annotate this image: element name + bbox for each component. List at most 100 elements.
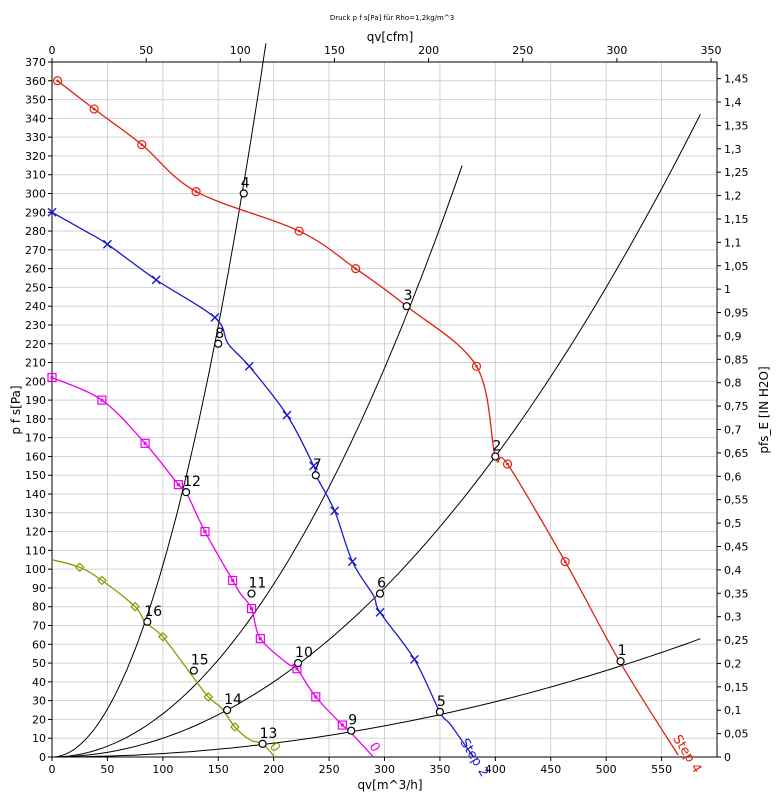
y-tick-label: 60 bbox=[32, 638, 46, 651]
y-tick-label: 180 bbox=[25, 413, 46, 426]
operating-point-label-2: 2 bbox=[492, 438, 501, 454]
fan-curve-0-marker bbox=[52, 76, 63, 86]
y2-tick-label: 1,2 bbox=[724, 190, 742, 203]
fan-curve-2-marker-dot bbox=[100, 398, 104, 402]
operating-point-label-9: 9 bbox=[348, 713, 357, 729]
fan-curve-0-marker bbox=[471, 361, 482, 371]
fan-curve-1-marker bbox=[102, 239, 112, 249]
operating-point-label-1: 1 bbox=[618, 643, 627, 659]
y2-tick-label: 1,4 bbox=[724, 96, 742, 109]
x-tick-label: 200 bbox=[263, 763, 284, 776]
fan-curve-1-marker bbox=[309, 461, 319, 471]
fan-curve-1-marker bbox=[347, 557, 357, 567]
y-tick-label: 120 bbox=[25, 526, 46, 539]
fan-curve-0-marker-dot bbox=[297, 229, 301, 233]
y-tick-label: 320 bbox=[25, 150, 46, 163]
fan-curve-0-marker-dot bbox=[56, 79, 59, 83]
y2-tick-label: 0,1 bbox=[724, 704, 742, 717]
x2-axis-title: qv[cfm] bbox=[367, 30, 414, 44]
y-tick-label: 300 bbox=[25, 187, 46, 200]
fan-curve-2-marker-dot bbox=[176, 483, 180, 487]
y-tick-label: 170 bbox=[25, 432, 46, 445]
fan-curve-0-marker-dot bbox=[194, 190, 198, 193]
x2-tick-label: 50 bbox=[139, 44, 153, 57]
fan-curve-0-marker bbox=[89, 104, 99, 114]
y-tick-label: 360 bbox=[25, 75, 46, 88]
y-tick-label: 80 bbox=[32, 601, 46, 614]
x2-tick-label: 350 bbox=[701, 44, 722, 57]
y-tick-label: 340 bbox=[25, 112, 46, 125]
operating-point-12 bbox=[182, 488, 191, 497]
curve-2-6-10-14 bbox=[51, 113, 701, 758]
curve-3-7-11-15 bbox=[51, 165, 463, 758]
y2-tick-label: 0,6 bbox=[724, 470, 742, 483]
y2-tick-label: 0,95 bbox=[724, 307, 749, 320]
fan-curve-2-marker-dot bbox=[250, 607, 253, 611]
fan-curve-2 bbox=[51, 377, 374, 758]
y-tick-label: 20 bbox=[32, 713, 46, 726]
operating-point-label-10: 10 bbox=[295, 645, 313, 661]
fan-curve-2-marker-dot bbox=[50, 376, 54, 380]
y-tick-label: 0 bbox=[39, 751, 46, 764]
y2-tick-label: 0,3 bbox=[724, 611, 742, 624]
fan-curve-3-marker bbox=[130, 601, 140, 612]
x2-tick-label: 150 bbox=[324, 44, 345, 57]
y2-tick-label: 0,9 bbox=[724, 330, 742, 343]
system-curves bbox=[51, 43, 701, 758]
operating-point-5 bbox=[435, 707, 445, 717]
y2-tick-label: 0,8 bbox=[724, 377, 742, 390]
fan-curve-3-marker bbox=[74, 562, 85, 573]
operating-point-7 bbox=[311, 471, 320, 480]
y-tick-label: 280 bbox=[25, 225, 46, 238]
y2-tick-label: 0,7 bbox=[724, 424, 742, 437]
x-tick-label: 400 bbox=[485, 763, 506, 776]
fan-curve-3-marker bbox=[97, 575, 107, 586]
fan-curve-2-marker bbox=[200, 526, 210, 537]
operating-point-label-11: 11 bbox=[249, 576, 267, 592]
operating-point-10 bbox=[293, 658, 303, 668]
operating-point-label-7: 7 bbox=[313, 457, 322, 473]
operating-point-2 bbox=[491, 452, 500, 461]
x2-tick-label: 200 bbox=[418, 44, 439, 57]
x2-tick-label: 0 bbox=[49, 44, 56, 57]
y-tick-label: 370 bbox=[25, 56, 46, 69]
curve-1-5-9-13 bbox=[52, 638, 701, 758]
x2-tick-label: 300 bbox=[606, 44, 627, 57]
operating-point-label-3: 3 bbox=[404, 288, 413, 304]
fan-curve-0 bbox=[57, 80, 679, 756]
fan-curve-0-marker bbox=[502, 459, 513, 469]
y-tick-label: 330 bbox=[25, 131, 46, 144]
fan-curve-0-marker bbox=[560, 557, 570, 567]
y2-tick-label: 0,65 bbox=[724, 447, 749, 460]
x-tick-label: 50 bbox=[100, 763, 114, 776]
y2-tick-label: 0 bbox=[724, 751, 731, 764]
chart-title: Druck p f s[Pa] für Rho=1,2kg/m^3 bbox=[330, 14, 454, 22]
operating-point-6 bbox=[375, 589, 385, 598]
fan-curve-2-marker-dot bbox=[340, 723, 344, 727]
fan-curve-0-marker bbox=[351, 264, 361, 274]
fan-curve-0-marker bbox=[294, 226, 304, 236]
fan-curve-2-marker-dot bbox=[143, 441, 147, 445]
fan-curve-2-marker-dot bbox=[314, 695, 318, 699]
y-tick-label: 270 bbox=[25, 244, 46, 257]
y-tick-label: 100 bbox=[25, 563, 46, 576]
x-tick-label: 500 bbox=[596, 763, 617, 776]
y2-tick-label: 0,15 bbox=[724, 681, 749, 694]
operating-point-4 bbox=[239, 189, 248, 198]
operating-point-label-4: 4 bbox=[241, 175, 250, 191]
fan-curve-2-marker-dot bbox=[295, 667, 299, 671]
y2-axis-title: pfs_E [IN H2O] bbox=[757, 366, 771, 453]
fan-curve-2-marker bbox=[337, 720, 347, 730]
fan-curve-0-marker-dot bbox=[140, 143, 144, 146]
y-tick-label: 10 bbox=[32, 732, 46, 745]
y2-tick-label: 0,85 bbox=[724, 353, 749, 366]
operating-point-label-15: 15 bbox=[191, 653, 209, 669]
y2-tick-label: 0,05 bbox=[724, 728, 749, 741]
operating-point-label-14: 14 bbox=[224, 692, 242, 708]
fan-curve-1-marker bbox=[330, 506, 340, 516]
y2-tick-label: 1,3 bbox=[724, 143, 742, 156]
x-tick-label: 0 bbox=[49, 763, 56, 776]
fan-curve-1-marker bbox=[282, 410, 292, 420]
operating-point-11 bbox=[247, 589, 256, 598]
